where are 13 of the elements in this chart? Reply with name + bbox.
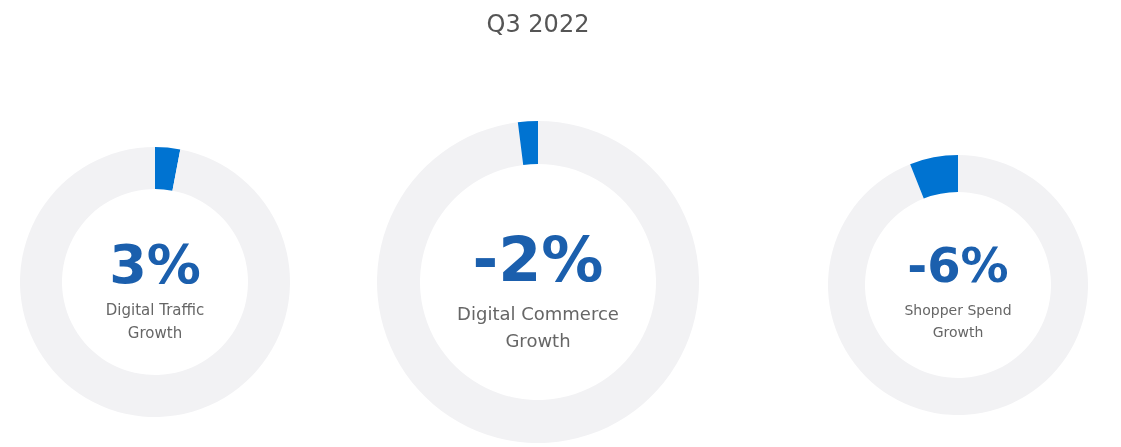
text: Digital Traffic Growth <box>105 301 205 342</box>
donut-slice <box>828 155 1088 415</box>
text: Shopper Spend Growth <box>904 302 1012 340</box>
text: -6% <box>907 237 1009 293</box>
chart-title: Q3 2022 <box>486 10 590 38</box>
donut-slice <box>910 155 958 199</box>
donut-slice <box>20 147 290 417</box>
text: Digital Commerce Growth <box>457 303 619 351</box>
text: 3% <box>109 233 201 296</box>
donut-slice <box>517 121 538 165</box>
text: -2% <box>472 223 604 296</box>
donut-slice <box>155 147 181 191</box>
donut-slice <box>377 121 699 443</box>
